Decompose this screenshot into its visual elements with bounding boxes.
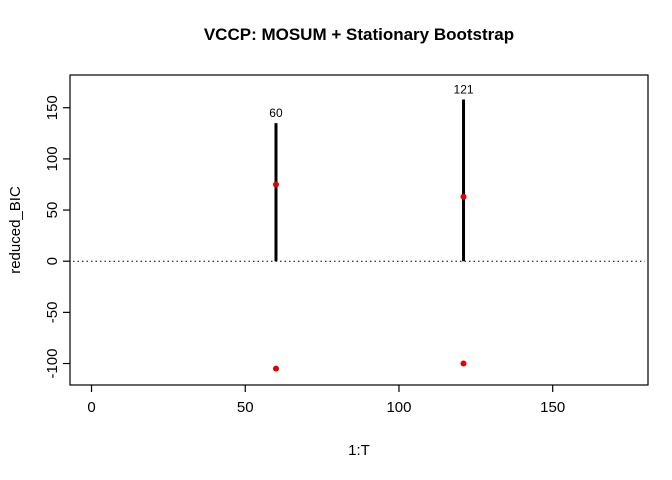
y-tick-label: 100 (44, 146, 61, 171)
x-tick-label: 0 (87, 399, 95, 416)
changepoint-label: 121 (454, 83, 474, 97)
y-tick-label: -100 (44, 348, 61, 378)
y-tick-label: 150 (44, 95, 61, 120)
x-axis-label: 1:T (348, 442, 370, 459)
axis-ticks: 0 50 100 150 -100 -50 0 50 100 150 (44, 95, 565, 416)
x-tick-label: 50 (237, 399, 254, 416)
plot-box (69, 74, 649, 386)
data-point (272, 181, 279, 188)
x-tick-label: 150 (540, 399, 565, 416)
y-tick-label: 0 (44, 257, 61, 265)
chart-title: VCCP: MOSUM + Stationary Bootstrap (204, 25, 514, 44)
x-tick-label: 100 (386, 399, 411, 416)
data-point (460, 193, 467, 200)
y-axis-label: reduced_BIC (7, 186, 24, 274)
y-tick-label: 50 (44, 202, 61, 219)
data-marks: 60 121 (73, 83, 645, 372)
changepoint-label: 60 (269, 106, 283, 120)
data-point (460, 360, 467, 367)
y-tick-label: -50 (44, 302, 61, 324)
data-point (272, 365, 279, 372)
